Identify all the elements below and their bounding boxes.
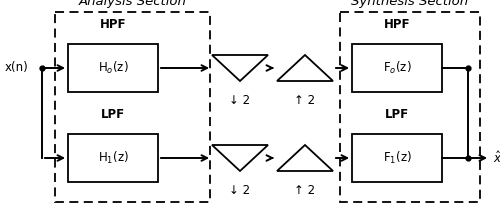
- Text: F$_1$(z): F$_1$(z): [382, 150, 412, 166]
- FancyBboxPatch shape: [68, 44, 158, 92]
- Text: ↓ 2: ↓ 2: [230, 184, 250, 198]
- Text: ↑ 2: ↑ 2: [294, 95, 316, 108]
- Text: LPF: LPF: [101, 109, 125, 121]
- Text: F$_o$(z): F$_o$(z): [382, 60, 412, 76]
- Text: $\hat{x}$(n): $\hat{x}$(n): [493, 149, 500, 166]
- Text: Analysis Section: Analysis Section: [78, 0, 186, 8]
- FancyBboxPatch shape: [352, 134, 442, 182]
- Polygon shape: [212, 145, 268, 171]
- FancyBboxPatch shape: [68, 134, 158, 182]
- Text: HPF: HPF: [100, 18, 126, 32]
- Text: ↓ 2: ↓ 2: [230, 95, 250, 108]
- Polygon shape: [212, 55, 268, 81]
- Text: x(n): x(n): [5, 61, 29, 75]
- Text: ↑ 2: ↑ 2: [294, 184, 316, 198]
- Text: H$_o$(z): H$_o$(z): [98, 60, 128, 76]
- Text: H$_1$(z): H$_1$(z): [98, 150, 128, 166]
- FancyBboxPatch shape: [352, 44, 442, 92]
- Polygon shape: [277, 55, 333, 81]
- Text: HPF: HPF: [384, 18, 410, 32]
- Text: LPF: LPF: [385, 109, 409, 121]
- Text: Synthesis Section: Synthesis Section: [352, 0, 469, 8]
- Polygon shape: [277, 145, 333, 171]
